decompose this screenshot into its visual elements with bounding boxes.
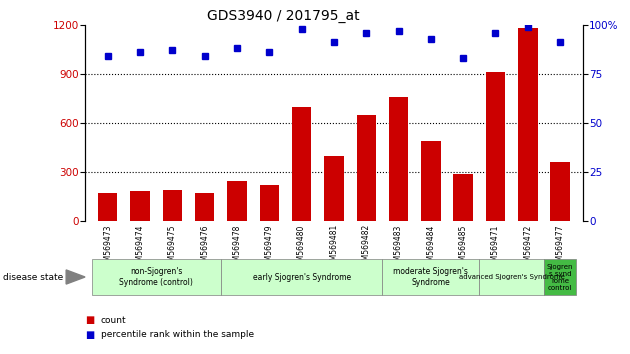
Bar xyxy=(544,259,576,295)
Bar xyxy=(479,259,544,295)
Bar xyxy=(421,141,440,221)
Text: non-Sjogren's
Syndrome (control): non-Sjogren's Syndrome (control) xyxy=(119,267,193,287)
Polygon shape xyxy=(66,270,85,284)
Bar xyxy=(518,28,537,221)
Text: ■: ■ xyxy=(85,330,94,339)
Text: GSM569481: GSM569481 xyxy=(329,224,338,270)
Text: count: count xyxy=(101,316,127,325)
Text: GSM569480: GSM569480 xyxy=(297,224,306,270)
Bar xyxy=(98,193,117,221)
Text: GSM569473: GSM569473 xyxy=(103,224,112,271)
Text: GSM569485: GSM569485 xyxy=(459,224,467,270)
Text: GSM569472: GSM569472 xyxy=(524,224,532,270)
Text: ■: ■ xyxy=(85,315,94,325)
Bar xyxy=(324,156,343,221)
Text: early Sjogren's Syndrome: early Sjogren's Syndrome xyxy=(253,273,351,281)
Text: GSM569478: GSM569478 xyxy=(232,224,241,270)
Bar xyxy=(454,174,473,221)
Text: GSM569482: GSM569482 xyxy=(362,224,370,270)
Bar xyxy=(389,97,408,221)
Bar xyxy=(91,259,220,295)
Bar xyxy=(195,193,214,221)
Bar xyxy=(220,259,382,295)
Text: GSM569477: GSM569477 xyxy=(556,224,564,271)
Bar xyxy=(551,162,570,221)
Text: GSM569474: GSM569474 xyxy=(135,224,144,271)
Bar xyxy=(357,115,376,221)
Bar xyxy=(163,190,182,221)
Bar xyxy=(486,72,505,221)
Text: moderate Sjogren's
Syndrome: moderate Sjogren's Syndrome xyxy=(393,267,468,287)
Text: disease state: disease state xyxy=(3,273,64,281)
Text: GSM569471: GSM569471 xyxy=(491,224,500,270)
Text: GSM569484: GSM569484 xyxy=(427,224,435,270)
Bar xyxy=(382,259,479,295)
Bar xyxy=(260,185,279,221)
Text: GSM569476: GSM569476 xyxy=(200,224,209,271)
Text: GSM569479: GSM569479 xyxy=(265,224,274,271)
Bar xyxy=(130,191,150,221)
Text: GSM569475: GSM569475 xyxy=(168,224,177,271)
Text: GDS3940 / 201795_at: GDS3940 / 201795_at xyxy=(207,9,360,23)
Bar xyxy=(292,107,311,221)
Text: percentile rank within the sample: percentile rank within the sample xyxy=(101,330,254,339)
Text: advanced Sjogren's Syndrome: advanced Sjogren's Syndrome xyxy=(459,274,564,280)
Text: GSM569483: GSM569483 xyxy=(394,224,403,270)
Bar xyxy=(227,181,246,221)
Text: Sjogren
s synd
rome
control: Sjogren s synd rome control xyxy=(547,263,573,291)
